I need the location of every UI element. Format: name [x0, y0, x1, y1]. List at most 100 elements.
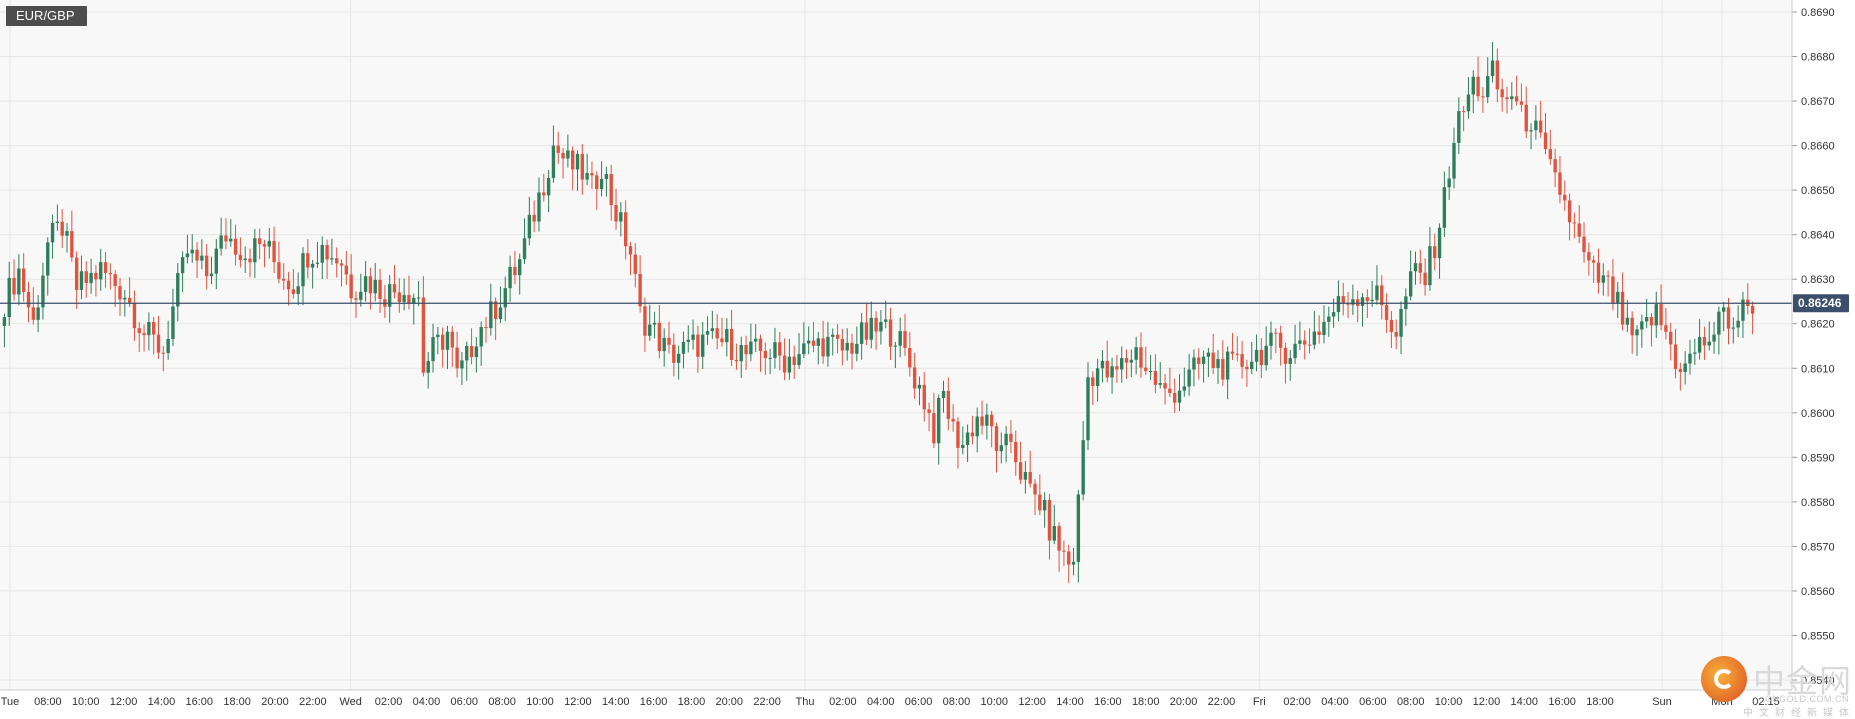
candle — [412, 293, 416, 325]
y-tick-label: 0.8560 — [1801, 586, 1835, 598]
candle-body — [503, 288, 507, 308]
candle-body — [1153, 370, 1158, 385]
candle-body — [113, 274, 117, 287]
candle — [1736, 305, 1740, 338]
candle-body — [1095, 368, 1100, 387]
candle — [672, 333, 676, 377]
candle — [209, 256, 214, 285]
candle-body — [1466, 94, 1471, 112]
candle — [1293, 324, 1297, 364]
candle — [421, 276, 426, 377]
candle-body — [1688, 353, 1692, 364]
x-tick-label: Wed — [340, 696, 362, 708]
candle — [1047, 493, 1052, 560]
candle-body — [778, 342, 782, 356]
candle — [127, 277, 132, 307]
candle-body — [802, 343, 806, 355]
candle-body — [407, 295, 411, 304]
candle-body — [171, 306, 175, 340]
candle — [257, 228, 262, 260]
candle-body — [1201, 356, 1206, 364]
candle — [1418, 249, 1422, 284]
candle — [1259, 337, 1264, 379]
candle-body — [1067, 551, 1071, 565]
x-tick-label: Fri — [1253, 696, 1266, 708]
candle-body — [975, 416, 979, 437]
candle-body — [1664, 325, 1668, 332]
candle-body — [344, 265, 349, 275]
candle-body — [46, 242, 50, 276]
candle — [1442, 171, 1447, 237]
candle-body — [156, 334, 161, 353]
candle — [1408, 250, 1413, 301]
candle-body — [1240, 354, 1244, 367]
candle-body — [1452, 142, 1456, 179]
candle — [320, 236, 324, 280]
candle — [1625, 300, 1630, 332]
candle — [859, 313, 864, 360]
candle — [1201, 350, 1206, 383]
candle-body — [691, 334, 695, 340]
candle — [768, 348, 772, 375]
candle — [1336, 280, 1341, 322]
candle — [402, 278, 406, 311]
candle-body — [325, 244, 329, 260]
candle — [590, 161, 594, 189]
candle — [248, 248, 252, 278]
candle-body — [840, 338, 845, 351]
candle — [147, 312, 151, 351]
candle — [884, 300, 888, 329]
candle-body — [855, 343, 859, 354]
candle — [874, 311, 878, 350]
candle — [296, 272, 300, 306]
candle-body — [859, 322, 864, 344]
candle-body — [243, 258, 247, 261]
current-price-label: 0.86246 — [1798, 296, 1842, 310]
candle-body — [397, 292, 402, 303]
candle — [431, 323, 435, 373]
candle-body — [1736, 320, 1740, 328]
candle-body — [1750, 306, 1755, 314]
candle — [1351, 284, 1355, 315]
candle — [204, 244, 209, 290]
candle — [1038, 474, 1042, 516]
candle — [1148, 355, 1153, 381]
candle-body — [2, 317, 7, 326]
candle — [1620, 272, 1625, 331]
candle — [542, 173, 546, 202]
candle-body — [956, 421, 960, 448]
candle-body — [1062, 550, 1066, 552]
candle-body — [185, 253, 190, 258]
candle-body — [575, 153, 580, 170]
candle-body — [1225, 351, 1230, 380]
candle — [132, 290, 137, 341]
candle-body — [320, 244, 324, 263]
candle — [614, 188, 618, 230]
candle-body — [1741, 299, 1745, 321]
candle-body — [1495, 60, 1500, 90]
candle — [1115, 354, 1119, 383]
candle-body — [989, 414, 994, 427]
candle-body — [1726, 307, 1731, 329]
candle — [835, 324, 840, 354]
candle-body — [262, 244, 267, 247]
candle-body — [277, 262, 281, 279]
candle — [1129, 349, 1134, 378]
candle-body — [1563, 194, 1567, 201]
y-tick-label: 0.8640 — [1801, 230, 1835, 242]
candle — [1384, 293, 1389, 334]
candle-body — [1712, 334, 1716, 342]
candle — [416, 280, 421, 307]
candle-body — [282, 278, 286, 281]
candle-body — [229, 238, 233, 242]
candle — [773, 327, 777, 369]
candle — [1558, 155, 1562, 204]
candle — [994, 422, 999, 473]
candle — [758, 334, 763, 372]
candle-body — [489, 301, 493, 329]
candle — [1177, 374, 1182, 412]
candle — [1524, 86, 1528, 139]
candle-body — [754, 338, 758, 342]
candle — [1163, 374, 1167, 405]
candle — [286, 271, 291, 306]
